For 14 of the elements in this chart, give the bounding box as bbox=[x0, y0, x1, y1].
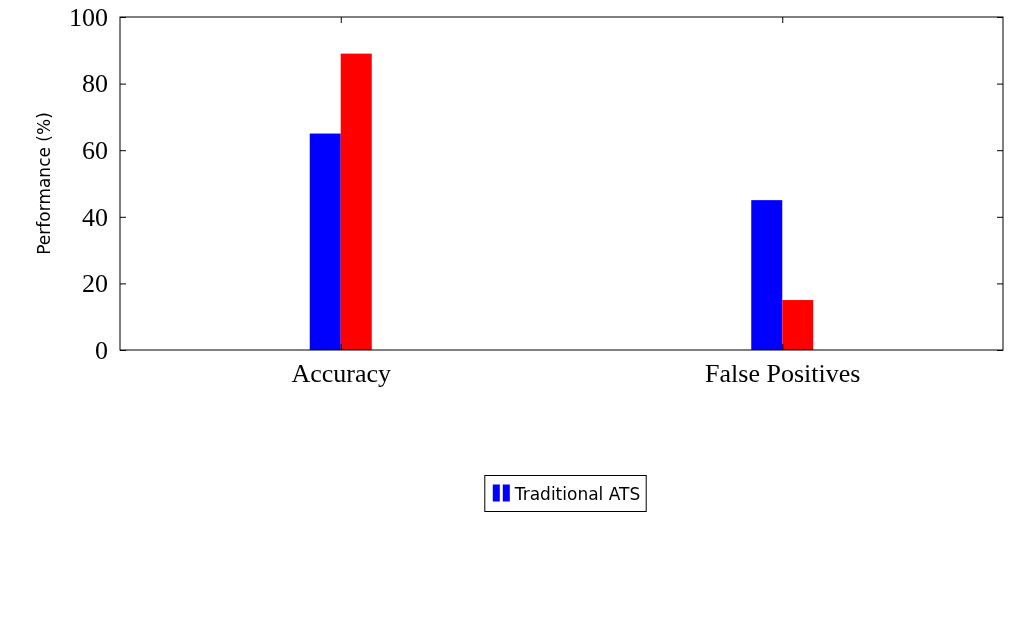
y-tick-label: 20 bbox=[82, 269, 108, 299]
y-axis-title: Performance (%) bbox=[34, 112, 54, 255]
bar bbox=[309, 133, 341, 350]
y-tick-label: 80 bbox=[82, 69, 108, 99]
bar bbox=[782, 300, 814, 350]
x-tick-label: Accuracy bbox=[291, 359, 392, 389]
y-tick-label: 0 bbox=[95, 335, 108, 365]
bar bbox=[340, 53, 372, 350]
x-tick-label: False Positives bbox=[705, 359, 861, 389]
legend-label: Traditional ATS bbox=[513, 483, 641, 504]
y-tick-label: 100 bbox=[69, 2, 108, 32]
y-tick-label: 40 bbox=[82, 202, 108, 232]
y-tick-label: 60 bbox=[82, 136, 108, 166]
bar bbox=[751, 200, 783, 350]
